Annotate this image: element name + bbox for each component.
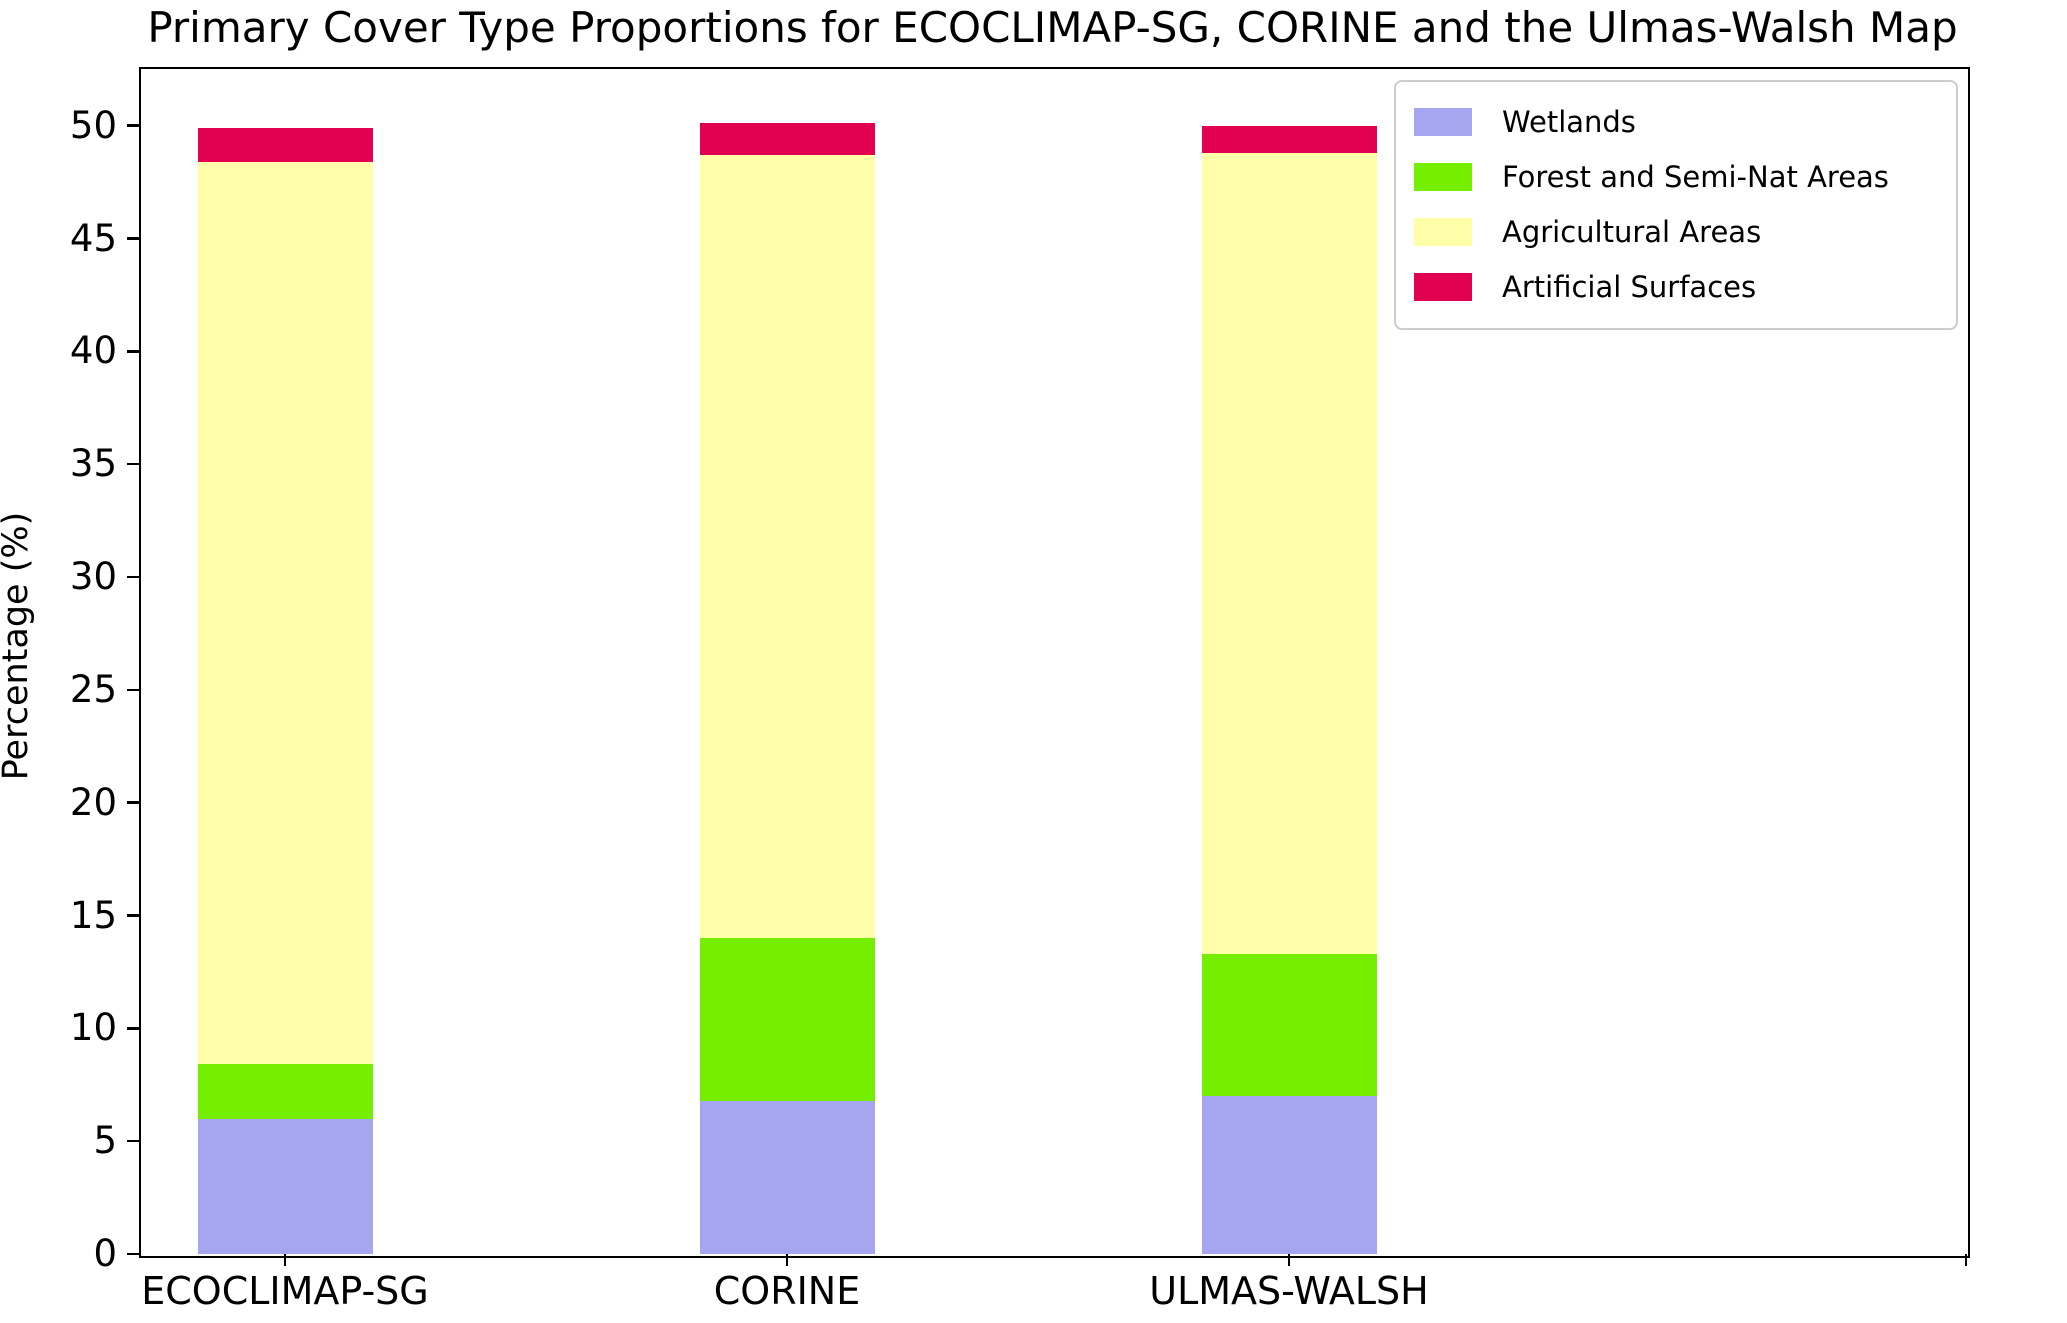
y-tick-mark xyxy=(127,124,139,127)
y-tick-mark xyxy=(127,914,139,917)
y-tick-label: 35 xyxy=(69,442,117,486)
bar-segment-forest-and-semi-nat-areas xyxy=(699,938,875,1101)
bar-segment-agricultural-areas xyxy=(699,155,875,939)
legend-swatch-icon xyxy=(1414,217,1472,246)
y-tick-label: 0 xyxy=(93,1232,117,1275)
legend-label: Artificial Surfaces xyxy=(1502,269,1757,304)
bar-segment-agricultural-areas xyxy=(1201,152,1377,954)
x-tick-label: CORINE xyxy=(713,1269,861,1313)
x-tick-label: ECOCLIMAP-SG xyxy=(141,1269,429,1313)
legend-label: Wetlands xyxy=(1502,104,1636,139)
y-tick-mark xyxy=(127,462,139,466)
y-tick-label: 45 xyxy=(69,216,117,260)
y-tick-label: 25 xyxy=(69,667,117,711)
x-tick-label: ULMAS-WALSH xyxy=(1149,1269,1429,1313)
y-tick-mark xyxy=(127,801,139,804)
y-tick-mark xyxy=(127,1139,139,1143)
y-tick-label: 20 xyxy=(69,780,117,824)
bar-segment-wetlands xyxy=(1201,1096,1377,1254)
bar-segment-agricultural-areas xyxy=(197,161,373,1065)
legend-label: Forest and Semi-Nat Areas xyxy=(1502,159,1889,194)
y-axis-label: Percentage (%) xyxy=(0,511,36,781)
y-tick-mark xyxy=(127,1252,139,1256)
bar-segment-artificial-surfaces xyxy=(197,127,373,162)
y-tick-mark xyxy=(127,575,139,579)
y-tick-mark xyxy=(127,350,139,353)
y-tick-label: 15 xyxy=(69,893,117,937)
legend-label: Agricultural Areas xyxy=(1502,214,1762,249)
legend-swatch-icon xyxy=(1414,272,1472,301)
bar-segment-forest-and-semi-nat-areas xyxy=(1201,953,1377,1097)
y-tick-label: 40 xyxy=(69,329,117,373)
bar-segment-forest-and-semi-nat-areas xyxy=(197,1064,373,1119)
bar-segment-wetlands xyxy=(699,1100,875,1254)
x-tick-mark xyxy=(1287,1254,1291,1266)
x-tick-mark xyxy=(283,1254,287,1266)
chart-title: Primary Cover Type Proportions for ECOCL… xyxy=(147,3,1958,52)
legend-swatch-icon xyxy=(1414,162,1472,191)
y-tick-mark xyxy=(127,688,139,692)
y-tick-mark xyxy=(127,237,139,240)
bar-ulmas-walsh xyxy=(1201,67,1377,1254)
bar-segment-wetlands xyxy=(197,1118,373,1254)
legend-row: Wetlands xyxy=(1396,94,1956,149)
y-tick-label: 30 xyxy=(69,555,117,598)
y-tick-label: 10 xyxy=(69,1006,117,1050)
bar-segment-artificial-surfaces xyxy=(699,123,875,156)
bar-corine xyxy=(699,67,875,1254)
legend-row: Artificial Surfaces xyxy=(1396,259,1956,314)
legend-row: Agricultural Areas xyxy=(1396,204,1956,259)
x-tick-mark xyxy=(1964,1254,1968,1266)
y-tick-label: 5 xyxy=(93,1119,117,1163)
bar-segment-artificial-surfaces xyxy=(1201,125,1377,153)
x-tick-mark xyxy=(785,1254,789,1266)
y-tick-label: 50 xyxy=(69,103,117,147)
bar-ecoclimap-sg xyxy=(197,67,373,1254)
legend: Wetlands Forest and Semi-Nat Areas Agricul… xyxy=(1394,80,1958,330)
y-tick-mark xyxy=(127,1027,139,1030)
legend-row: Forest and Semi-Nat Areas xyxy=(1396,149,1956,204)
legend-swatch-icon xyxy=(1414,107,1472,136)
